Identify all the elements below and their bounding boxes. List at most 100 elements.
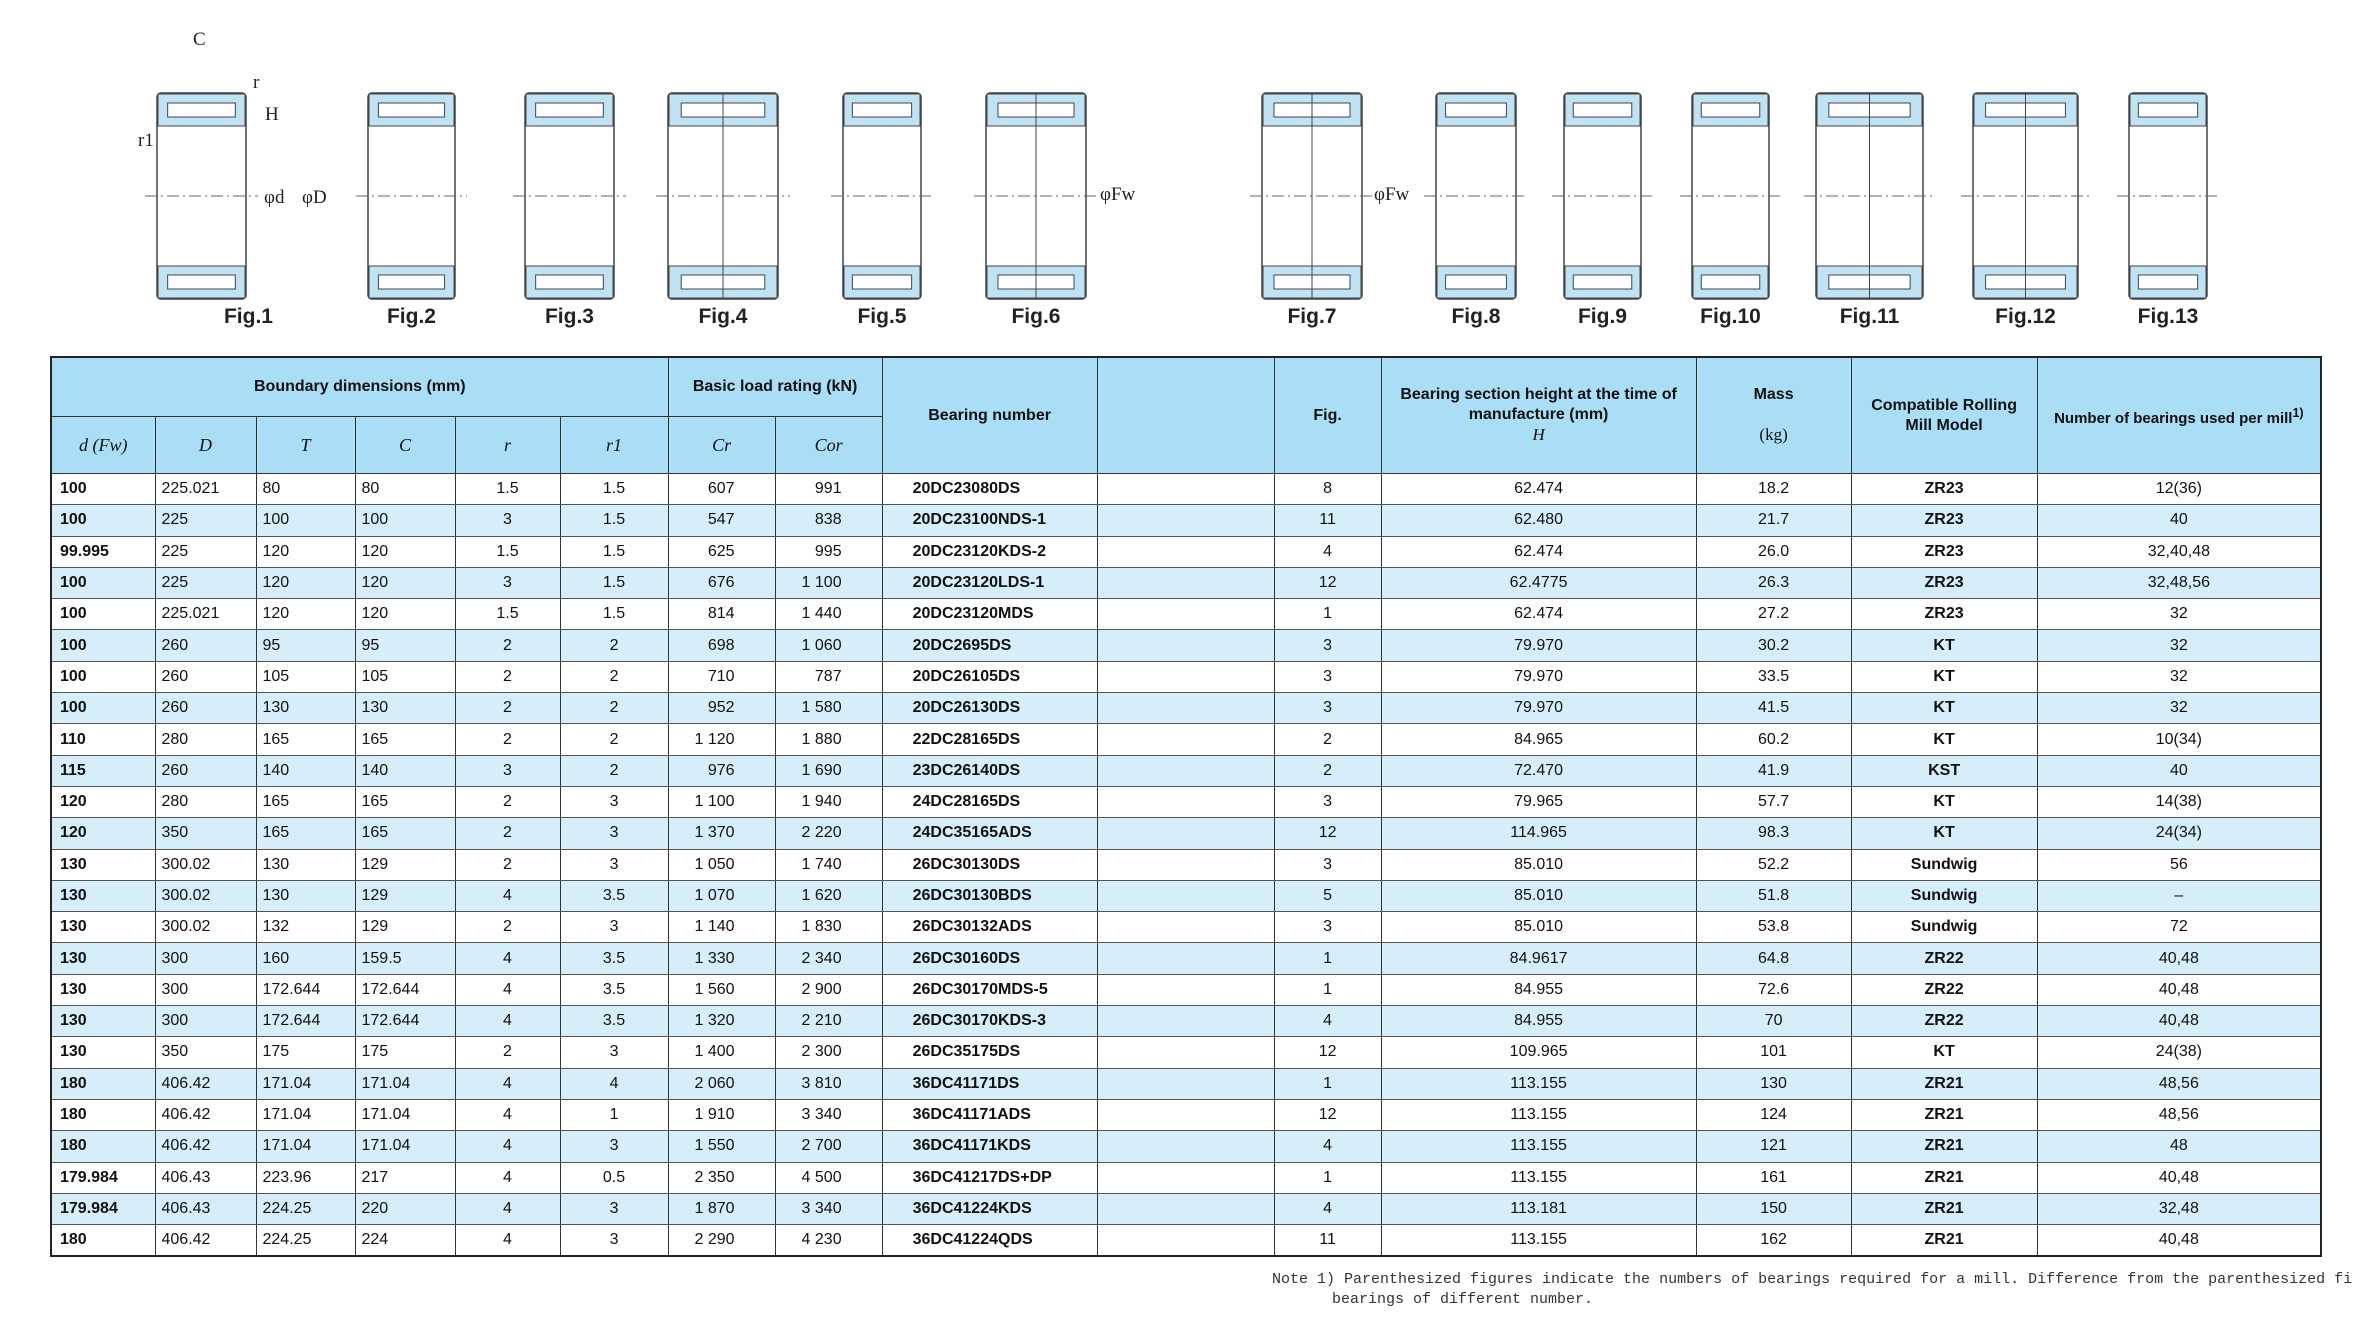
table-cell: 161 (1695, 1162, 1852, 1194)
table-cell: 120 (255, 598, 356, 631)
table-cell: 260 (154, 661, 257, 694)
table-cell: 2 (454, 786, 561, 819)
table-cell: 20DC23120LDS-1 (881, 567, 1098, 600)
table-cell: 1 120 (667, 723, 776, 756)
table-cell: 95 (255, 629, 356, 662)
table-cell (1096, 1130, 1275, 1163)
table-cell: 3 (1273, 661, 1382, 694)
table-cell: 1 740 (774, 849, 883, 881)
table-cell: 4 (454, 1162, 561, 1194)
table-cell: 1 690 (774, 755, 883, 787)
table-cell: 171.04 (255, 1068, 356, 1100)
table-cell: 12 (1273, 1099, 1382, 1132)
table-cell: 26.3 (1695, 567, 1852, 600)
table-cell: 100 (50, 567, 156, 600)
table-cell: 4 (454, 1130, 561, 1163)
table-cell: 26DC30132ADS (881, 911, 1098, 944)
table-cell (1096, 1099, 1275, 1132)
figure-label: Fig.1 (224, 305, 273, 328)
table-cell: 62.474 (1380, 473, 1697, 506)
table-cell: 132 (255, 911, 356, 944)
table-cell: 11 (1273, 1224, 1382, 1257)
table-cell: 2 900 (774, 974, 883, 1007)
table-cell (1096, 942, 1275, 975)
table-cell: 3.5 (559, 880, 669, 913)
table-cell: 114.965 (1380, 817, 1697, 850)
table-cell: 130 (50, 849, 156, 881)
table-cell (1096, 911, 1275, 944)
table-cell: 8 (1273, 473, 1382, 506)
header-cell: Bearing number (881, 357, 1098, 474)
table-cell (1096, 661, 1275, 694)
table-cell: 1 (1273, 598, 1382, 631)
table-cell (1096, 629, 1275, 662)
table-cell: 57.7 (1695, 786, 1852, 819)
table-cell: 130 (50, 1005, 156, 1038)
table-cell: 3 340 (774, 1193, 883, 1226)
table-row: 179.984 406.43 224.25 220 4 3 1 870 3 340 36DC41… (50, 1193, 2322, 1226)
table-cell: 79.970 (1380, 661, 1697, 694)
table-cell: 48 (2036, 1130, 2322, 1163)
table-cell: 1 870 (667, 1193, 776, 1226)
table-cell: 32 (2036, 598, 2322, 631)
table-cell: 14(38) (2036, 786, 2322, 819)
table-cell: 406.42 (154, 1068, 257, 1100)
table-cell: 1.5 (559, 504, 669, 537)
table-cell: 20DC23080DS (881, 473, 1098, 506)
figure-label: Fig.12 (1995, 305, 2056, 328)
table-cell: 3 (1273, 692, 1382, 725)
table-cell: 40,48 (2036, 1162, 2322, 1194)
table-cell: 952 (667, 692, 776, 725)
table-cell: 24DC28165DS (881, 786, 1098, 819)
table-cell: 36DC41171KDS (881, 1130, 1098, 1163)
table-cell: 60.2 (1695, 723, 1852, 756)
table-cell: 2 (559, 755, 669, 787)
table-cell: 3 (559, 1224, 669, 1257)
table-cell: 40,48 (2036, 1005, 2322, 1038)
table-cell: 3 (1273, 911, 1382, 944)
table-cell (1096, 1162, 1275, 1194)
table-cell: 113.155 (1380, 1068, 1697, 1100)
table-cell: 4 (454, 1005, 561, 1038)
table-cell: ZR21 (1850, 1224, 2038, 1257)
table-cell: 2 350 (667, 1162, 776, 1194)
table-cell: 1 330 (667, 942, 776, 975)
table-cell: 165 (354, 786, 456, 819)
table-cell: 124 (1695, 1099, 1852, 1132)
table-cell: 300 (154, 1005, 257, 1038)
table-cell: KT (1850, 1036, 2038, 1069)
bearing-figure (2117, 92, 2219, 300)
table-cell: 260 (154, 755, 257, 787)
bearing-figure (1961, 92, 2090, 300)
table-cell: 607 (667, 473, 776, 506)
table-row: 130 300 160 159.5 4 3.5 1 330 2 340 26DC30160DS 1… (50, 942, 2322, 975)
table-cell: 1.5 (559, 473, 669, 506)
table-cell: 84.965 (1380, 723, 1697, 756)
table-cell: 36DC41224KDS (881, 1193, 1098, 1226)
table-cell: 814 (667, 598, 776, 631)
table-cell: ZR22 (1850, 1005, 2038, 1038)
table-cell: 79.970 (1380, 629, 1697, 662)
table-cell: 171.04 (354, 1099, 456, 1132)
bearing-figure (656, 92, 790, 300)
figure-label: Fig.8 (1451, 305, 1500, 328)
table-cell: 1 830 (774, 911, 883, 944)
table-cell: 72.470 (1380, 755, 1697, 787)
subheader-cell: T (255, 416, 356, 474)
header-cell (1096, 357, 1275, 474)
table-cell (1096, 880, 1275, 913)
table-cell: 1.5 (454, 598, 561, 631)
table-cell: 547 (667, 504, 776, 537)
table-cell: 100 (50, 629, 156, 662)
table-cell: 140 (255, 755, 356, 787)
roller-top (851, 102, 913, 118)
table-cell (1096, 723, 1275, 756)
table-cell: 85.010 (1380, 911, 1697, 944)
table-cell: 4 (1273, 1005, 1382, 1038)
table-cell: 130 (50, 974, 156, 1007)
roller-bottom (535, 274, 604, 290)
table-cell: 120 (354, 536, 456, 568)
table-cell: 175 (255, 1036, 356, 1069)
table-cell: 100 (50, 692, 156, 725)
